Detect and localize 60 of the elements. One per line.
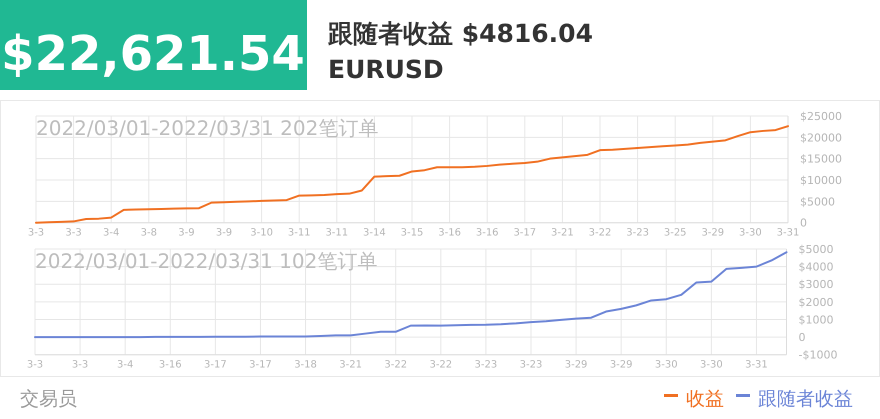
x-tick-label: 3-30: [739, 228, 762, 239]
x-tick-label: 3-22: [588, 228, 612, 239]
y-tick-label: $15000: [800, 152, 842, 166]
y-tick-label: $1000: [798, 313, 834, 326]
y-tick-label: $10000: [800, 174, 842, 188]
x-tick-label: 3-16: [476, 228, 499, 239]
x-tick-label: 3-3: [65, 228, 82, 239]
x-tick-label: 3-10: [250, 228, 273, 239]
x-tick-label: 3-22: [429, 360, 452, 371]
x-tick-label: 3-16: [158, 360, 182, 371]
y-tick-label: $3000: [798, 278, 834, 292]
line-series: [34, 251, 788, 338]
x-tick-label: 3-25: [664, 228, 687, 239]
text: $22,621.54: [1, 26, 305, 82]
x-tick-label: 3-15: [400, 228, 424, 239]
y-tick-label: $20000: [800, 131, 842, 144]
x-tick-label: 3-31: [745, 360, 768, 371]
x-tick-label: 3-29: [610, 360, 633, 371]
x-tick-label: 3-16: [438, 228, 461, 239]
y-tick-label: $25000: [800, 110, 842, 123]
x-tick-label: 3-11: [325, 228, 348, 239]
x-tick-label: 3-8: [140, 228, 157, 239]
x-tick-label: 3-23: [520, 360, 542, 371]
y-tick-label: $4000: [798, 260, 834, 274]
chart-title: 2022/03/01-2022/03/31 202笔订单: [36, 116, 378, 140]
x-tick-label: 3-31: [776, 228, 800, 239]
text: 交易员: [20, 388, 77, 410]
x-tick-label: 3-4: [103, 228, 120, 239]
x-tick-label: 3-18: [294, 360, 317, 371]
legend-label: 跟随者收益: [758, 388, 853, 410]
x-tick-label: 3-4: [117, 360, 134, 371]
x-tick-label: 3-3: [72, 360, 88, 371]
y-tick-label: 0: [798, 331, 806, 344]
x-tick-label: 3-23: [474, 360, 498, 371]
x-tick-label: 3-9: [216, 228, 232, 239]
x-tick-label: 3-29: [701, 228, 724, 239]
x-tick-label: 3-17: [513, 228, 536, 239]
legend-label: 收益: [686, 388, 724, 410]
x-tick-label: 3-3: [26, 360, 44, 371]
x-tick-label: 3-17: [249, 360, 272, 371]
y-tick-label: $5000: [798, 243, 834, 256]
y-tick-label: $2000: [798, 296, 834, 309]
y-tick-label: 0: [800, 216, 807, 230]
x-tick-label: 3-23: [626, 228, 649, 239]
text: 跟随者收益 $4816.04: [327, 19, 593, 48]
x-tick-label: 3-22: [384, 360, 408, 371]
x-tick-label: 3-30: [700, 360, 723, 371]
text: EURUSD: [328, 55, 444, 84]
x-tick-label: 3-17: [204, 360, 227, 371]
y-tick-label: -$1000: [798, 348, 838, 362]
x-tick-label: 3-30: [654, 360, 678, 371]
x-tick-label: 3-21: [551, 228, 574, 239]
x-tick-label: 3-29: [564, 360, 588, 371]
x-tick-label: 3-3: [28, 228, 44, 239]
x-tick-label: 3-11: [288, 228, 311, 239]
y-tick-label: $5000: [800, 195, 835, 208]
chart-title: 2022/03/01-2022/03/31 102笔订单: [35, 249, 378, 273]
x-tick-label: 3-14: [363, 228, 386, 239]
x-tick-label: 3-21: [339, 360, 362, 371]
x-tick-label: 3-9: [178, 228, 195, 239]
